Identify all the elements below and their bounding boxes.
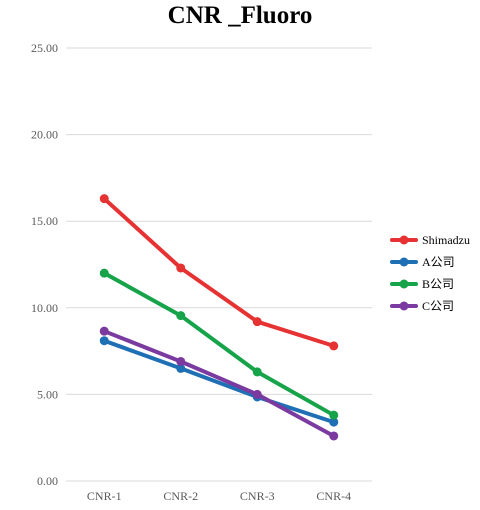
legend-label: A公司: [422, 255, 455, 269]
legend-item: A公司: [390, 255, 455, 269]
y-tick-label: 5.00: [37, 387, 58, 401]
chart-title: CNR _Fluoro: [167, 2, 313, 29]
y-tick-label: 15.00: [31, 214, 58, 228]
legend-swatch-marker: [399, 279, 409, 289]
x-tick-label: CNR-1: [87, 489, 122, 503]
data-point: [176, 311, 186, 321]
legend-label: C公司: [422, 299, 454, 313]
data-point: [99, 336, 109, 346]
legend-swatch-marker: [399, 257, 409, 267]
data-point: [176, 356, 186, 366]
data-point: [329, 410, 339, 420]
series-line: [102, 196, 336, 348]
data-point: [252, 389, 262, 399]
legend-item: C公司: [390, 299, 454, 313]
series-line: [102, 338, 336, 425]
data-point: [329, 417, 339, 427]
series-layer: [99, 194, 339, 441]
series-1: [99, 194, 339, 351]
series-line: [102, 329, 336, 438]
y-tick-label: 10.00: [31, 301, 58, 315]
legend: Shimadzu A公司 B公司 C公司: [390, 233, 470, 313]
y-axis-ticks: 0.00 5.00 10.00 15.00 20.00 25.00: [31, 41, 58, 488]
x-tick-label: CNR-2: [163, 489, 198, 503]
data-point: [99, 194, 109, 204]
data-point: [99, 268, 109, 278]
data-point: [329, 431, 339, 441]
x-tick-label: CNR-3: [240, 489, 275, 503]
y-tick-label: 0.00: [37, 474, 58, 488]
grid-layer: [66, 47, 372, 482]
legend-item: Shimadzu: [390, 233, 470, 247]
legend-item: B公司: [390, 277, 454, 291]
data-point: [176, 363, 186, 373]
data-point: [252, 367, 262, 377]
x-tick-label: CNR-4: [316, 489, 351, 503]
legend-swatch-marker: [399, 301, 409, 311]
series-2: [99, 336, 339, 427]
legend-label: B公司: [422, 277, 454, 291]
data-point: [99, 326, 109, 336]
x-axis-ticks: CNR-1 CNR-2 CNR-3 CNR-4: [87, 489, 351, 503]
legend-label: Shimadzu: [422, 233, 470, 247]
y-tick-label: 20.00: [31, 128, 58, 142]
y-tick-label: 25.00: [31, 41, 58, 55]
data-point: [176, 263, 186, 273]
series-line: [102, 271, 336, 418]
series-3: [99, 268, 339, 420]
data-point: [252, 317, 262, 327]
series-4: [99, 326, 339, 441]
data-point: [329, 341, 339, 351]
legend-swatch-marker: [399, 235, 409, 245]
